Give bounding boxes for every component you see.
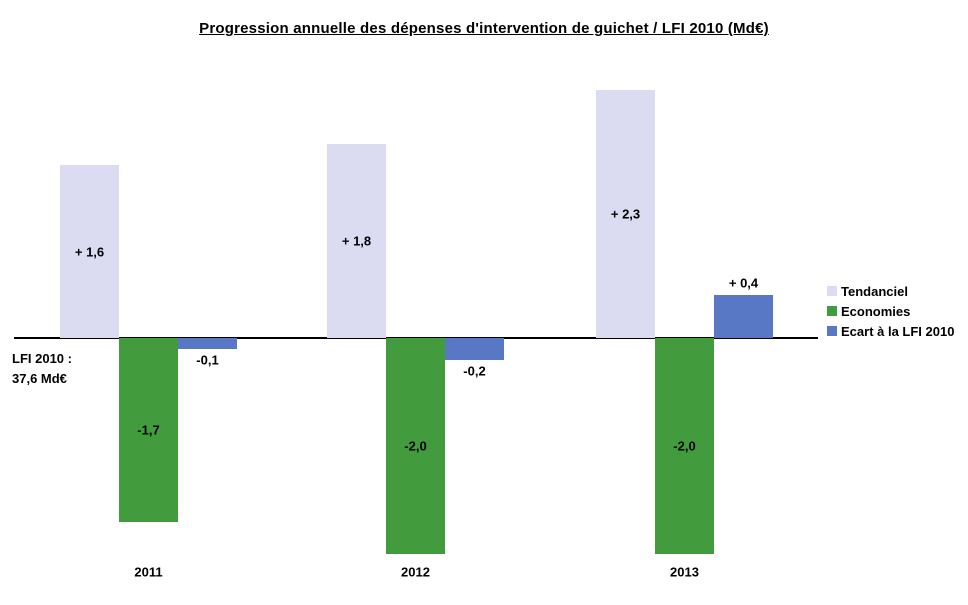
chart-title: Progression annuelle des dépenses d'inte… (199, 20, 769, 37)
bar-tendanciel-2012 (327, 144, 386, 338)
legend-marker-economies-icon (827, 306, 837, 316)
legend-label-ecart-a-la-lfi-2010: Ecart à la LFI 2010 (841, 323, 955, 339)
bar-label-ecart-a-la-lfi-2010-2012: -0,2 (463, 363, 486, 379)
legend-item-tendanciel: Tendanciel (827, 283, 908, 299)
legend-marker-tendanciel-icon (827, 286, 837, 296)
bar-economies-2011 (119, 338, 178, 522)
legend-marker-ecart-a-la-lfi-2010-icon (827, 326, 837, 336)
bar-label-economies-2011: -1,7 (137, 422, 160, 438)
baseline-annotation: LFI 2010 : 37,6 Md€ (12, 349, 72, 389)
legend-label-tendanciel: Tendanciel (841, 283, 908, 299)
bar-label-economies-2012: -2,0 (404, 438, 427, 454)
legend-label-economies: Economies (841, 303, 911, 319)
bar-label-ecart-a-la-lfi-2010-2013: + 0,4 (728, 275, 759, 291)
baseline-annotation-line2: 37,6 Md€ (12, 371, 67, 386)
category-label-2013: 2013 (670, 564, 699, 580)
legend-item-economies: Economies (827, 303, 910, 319)
bar-ecart-a-la-lfi-2010-2011 (178, 338, 237, 349)
bar-label-tendanciel-2012: + 1,8 (341, 233, 372, 249)
bar-economies-2012 (386, 338, 445, 554)
category-label-2011: 2011 (134, 564, 163, 580)
bar-ecart-a-la-lfi-2010-2013 (714, 295, 773, 338)
bar-ecart-a-la-lfi-2010-2012 (445, 338, 504, 360)
baseline-annotation-line1: LFI 2010 : (12, 351, 72, 366)
bar-label-tendanciel-2011: + 1,6 (74, 244, 105, 260)
bar-label-ecart-a-la-lfi-2010-2011: -0,1 (196, 352, 219, 368)
bar-label-economies-2013: -2,0 (673, 438, 696, 454)
legend-item-ecart-a-la-lfi-2010: Ecart à la LFI 2010 (827, 323, 954, 339)
bar-tendanciel-2011 (60, 165, 119, 338)
category-label-2012: 2012 (401, 564, 430, 580)
bar-economies-2013 (655, 338, 714, 554)
bar-label-tendanciel-2013: + 2,3 (610, 206, 641, 222)
bar-tendanciel-2013 (596, 90, 655, 338)
